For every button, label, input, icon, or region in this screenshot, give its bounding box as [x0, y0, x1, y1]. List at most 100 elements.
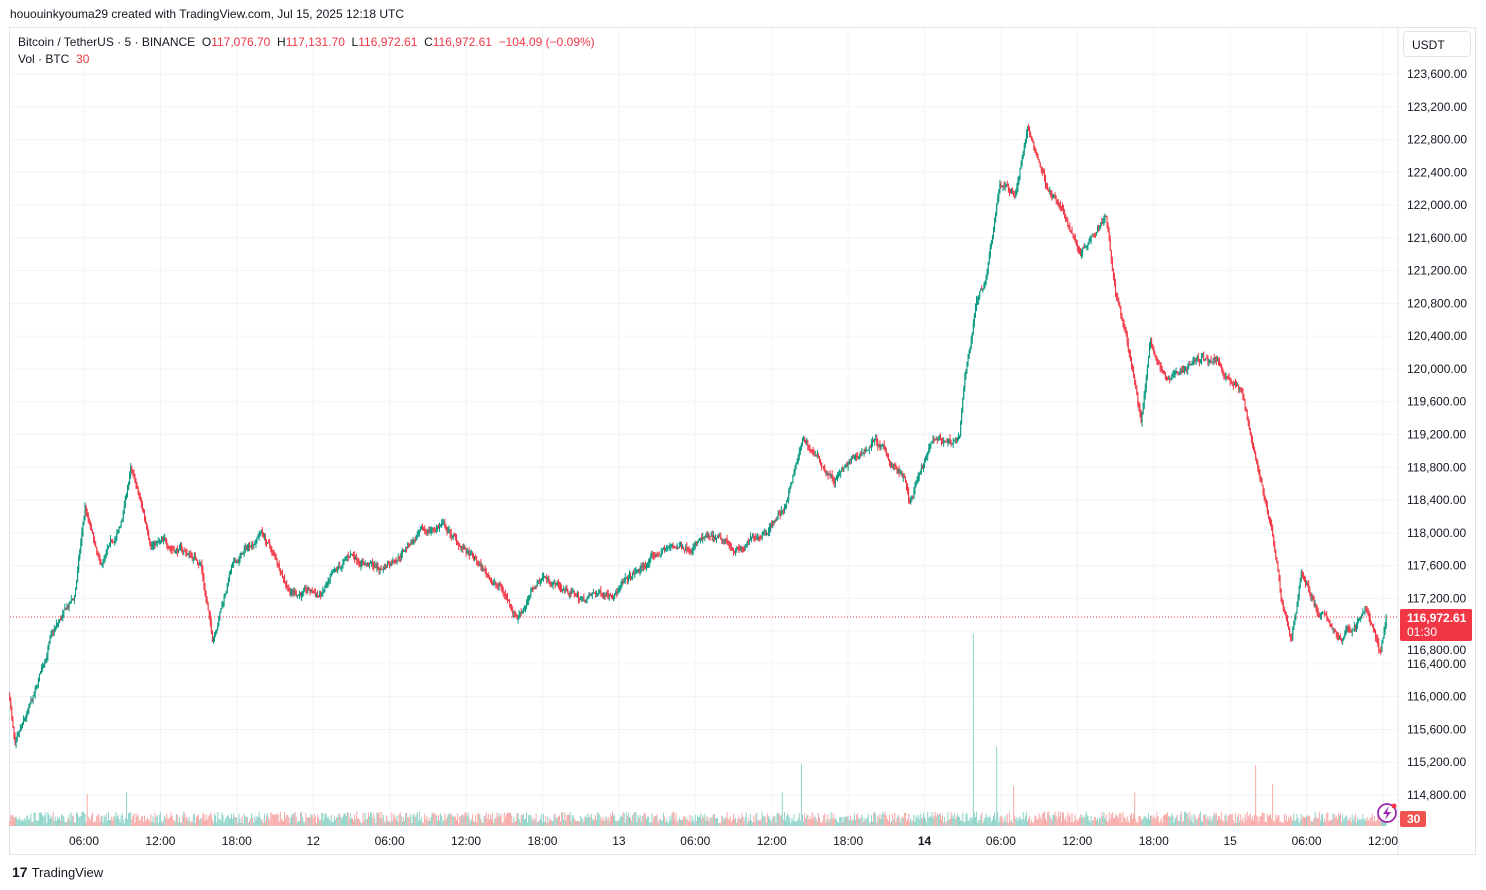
candle-body — [1112, 270, 1114, 277]
volume-bar — [977, 822, 979, 826]
volume-bar — [1228, 814, 1230, 826]
volume-bar — [256, 815, 258, 826]
volume-bar — [1006, 813, 1008, 826]
volume-label[interactable]: Vol · BTC — [18, 52, 70, 66]
volume-bar — [543, 813, 545, 826]
volume-bar — [1247, 816, 1249, 826]
volume-bar — [1325, 821, 1327, 826]
candle-body — [1145, 376, 1147, 389]
symbol-title[interactable]: Bitcoin / TetherUS · 5 · BINANCE — [18, 35, 196, 49]
candle-body — [1243, 397, 1245, 401]
volume-bar — [855, 820, 857, 826]
volume-bar — [803, 821, 805, 826]
candle-body — [1251, 438, 1253, 445]
candle-body — [817, 453, 819, 456]
candle-body — [965, 371, 967, 378]
volume-bar — [874, 811, 876, 826]
candle-body — [90, 527, 92, 530]
tradingview-logo[interactable]: 17 TradingView — [12, 864, 103, 880]
volume-bar — [675, 813, 677, 826]
volume-bar — [339, 813, 341, 826]
volume-bar — [368, 816, 370, 826]
volume-bar — [1117, 815, 1119, 826]
volume-bar — [696, 815, 698, 826]
candle-body — [754, 536, 756, 539]
candle-body — [1015, 191, 1017, 198]
volume-bar — [61, 814, 63, 826]
candle-body — [1300, 572, 1302, 580]
volume-bar — [550, 819, 552, 826]
volume-bar — [529, 815, 531, 826]
candle-body — [512, 610, 514, 614]
volume-bar — [942, 815, 944, 826]
volume-bar — [850, 819, 852, 826]
candle-body — [232, 564, 234, 568]
volume-bar — [1251, 816, 1253, 826]
volume-bar — [1265, 821, 1267, 826]
volume-bar — [383, 821, 385, 826]
volume-bar — [736, 823, 738, 826]
volume-bar — [1059, 811, 1061, 826]
volume-bar — [444, 813, 446, 826]
candle-body — [942, 440, 944, 443]
volume-bar — [242, 822, 244, 826]
candle-body — [954, 437, 956, 441]
volume-bar — [366, 818, 368, 826]
candle-body — [277, 563, 279, 565]
volume-bar — [533, 821, 535, 826]
candle-body — [122, 510, 124, 519]
candle-body — [1371, 624, 1373, 626]
volume-bar — [827, 814, 829, 826]
volume-bar — [851, 821, 853, 826]
volume-bar — [293, 813, 295, 826]
volume-bar — [1103, 811, 1105, 826]
candle-body — [116, 533, 118, 538]
candle-body — [558, 585, 560, 587]
candle-body — [451, 535, 453, 537]
volume-bar — [387, 820, 389, 826]
candle-body — [413, 540, 415, 542]
volume-bar — [980, 815, 982, 826]
candle-body — [1369, 617, 1371, 624]
candle-body — [53, 629, 55, 632]
candle-body — [880, 446, 882, 448]
candle-body — [400, 553, 402, 558]
volume-bar — [957, 816, 959, 826]
volume-bar — [1312, 821, 1314, 826]
volume-bar — [1076, 820, 1078, 826]
volume-bar — [897, 814, 899, 826]
candle-body — [733, 549, 734, 552]
volume-bar — [177, 822, 179, 826]
candle-body — [1136, 388, 1138, 395]
volume-bar — [1196, 818, 1198, 826]
volume-bar — [95, 821, 97, 826]
candle-body — [1039, 162, 1041, 168]
volume-bar — [508, 812, 510, 826]
candle-body — [1278, 570, 1280, 580]
candle-body — [1259, 473, 1261, 479]
candle-body — [420, 527, 422, 530]
candle-body — [436, 527, 438, 529]
candle-body — [561, 588, 563, 590]
currency-button[interactable]: USDT — [1403, 31, 1471, 57]
volume-bar — [130, 811, 132, 826]
volume-bar — [495, 817, 497, 826]
candle-body — [48, 643, 50, 650]
candle-body — [988, 255, 990, 263]
candle-body — [482, 566, 484, 571]
volume-bar — [1022, 812, 1024, 826]
volume-bar — [887, 821, 889, 826]
volume-bar — [790, 822, 792, 826]
volume-bar — [824, 813, 826, 826]
candle-body — [1261, 481, 1263, 486]
candle-body — [837, 476, 839, 478]
candle-body — [534, 585, 536, 589]
candle-body — [1370, 623, 1372, 625]
candle-body — [78, 558, 80, 570]
volume-bar — [845, 816, 847, 826]
candle-body — [119, 526, 121, 529]
candle-body — [678, 546, 680, 548]
volume-bar — [643, 812, 645, 826]
candle-body — [1144, 388, 1146, 395]
